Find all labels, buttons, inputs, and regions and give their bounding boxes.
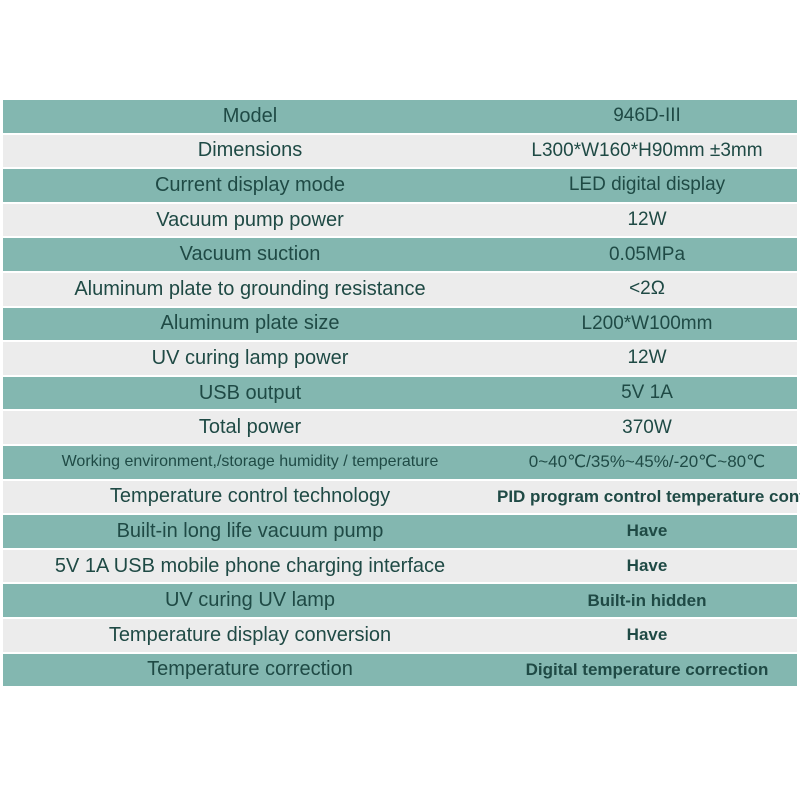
spec-value: 5V 1A xyxy=(621,382,673,404)
table-row: 5V 1A USB mobile phone charging interfac… xyxy=(3,549,797,583)
table-row: Vacuum suction 0.05MPa xyxy=(3,238,797,271)
spec-value: LED digital display xyxy=(568,174,726,196)
spec-label: USB output xyxy=(198,381,302,404)
spec-label: Temperature display conversion xyxy=(108,623,392,646)
table-row: Working environment,/storage humidity / … xyxy=(3,445,797,479)
spec-label: Vacuum suction xyxy=(179,243,321,266)
spec-label: Model xyxy=(222,104,278,127)
table-row: Total power 370W xyxy=(3,411,797,444)
spec-label: Current display mode xyxy=(154,173,346,196)
table-row: USB output 5V 1A xyxy=(3,376,797,410)
table-row: Temperature control technology PID progra… xyxy=(3,480,800,514)
spec-value: 0.05MPa xyxy=(608,243,686,265)
spec-label: Temperature correction xyxy=(147,658,353,681)
spec-value: PID program control temperature control xyxy=(497,486,800,506)
table-row: UV curing UV lamp Built-in hidden xyxy=(3,584,797,617)
table-row: Aluminum plate size L200*W100mm xyxy=(3,307,797,341)
spec-label: UV curing lamp power xyxy=(151,346,349,369)
table-row: Temperature display conversion Have xyxy=(3,618,797,652)
table-row: Current display mode LED digital display xyxy=(3,169,797,202)
spec-value: Built-in hidden xyxy=(587,590,707,610)
spec-label: Dimensions xyxy=(197,139,303,162)
spec-value: Digital temperature correction xyxy=(525,659,769,679)
spec-value: 12W xyxy=(627,209,667,231)
spec-value: L300*W160*H90mm ±3mm xyxy=(531,139,763,161)
spec-value: Have xyxy=(626,556,668,576)
table-row: Built-in long life vacuum pump Have xyxy=(3,515,797,548)
spec-value: 946D-III xyxy=(613,105,681,127)
table-row: Dimensions L300*W160*H90mm ±3mm xyxy=(3,134,797,168)
spec-value: 0~40℃/35%~45%/-20℃~80℃ xyxy=(528,452,766,472)
table-row: Temperature correction Digital temperatur… xyxy=(3,653,797,687)
spec-value: 370W xyxy=(622,416,672,438)
spec-label: 5V 1A USB mobile phone charging interfac… xyxy=(54,554,446,577)
spec-label: Temperature control technology xyxy=(109,485,391,508)
spec-table: Model 946D-III Dimensions L300*W160*H90mm ±… xyxy=(3,100,800,688)
table-row: Aluminum plate to grounding resistance <2… xyxy=(3,272,797,306)
spec-label: Vacuum pump power xyxy=(156,208,344,231)
spec-value: Have xyxy=(626,521,668,541)
spec-label: Built-in long life vacuum pump xyxy=(116,519,384,542)
table-row: Vacuum pump power 12W xyxy=(3,203,797,237)
spec-value: L200*W100mm xyxy=(581,312,713,334)
spec-label: Aluminum plate to grounding resistance xyxy=(74,277,426,300)
table-row: Model 946D-III xyxy=(3,100,797,133)
spec-label: UV curing UV lamp xyxy=(164,589,336,612)
spec-label: Total power xyxy=(198,416,302,439)
spec-value: <2Ω xyxy=(629,278,665,300)
spec-value: Have xyxy=(626,625,668,645)
spec-value: 12W xyxy=(627,347,667,369)
table-row: UV curing lamp power 12W xyxy=(3,342,797,375)
spec-label: Aluminum plate size xyxy=(160,312,340,335)
spec-label: Working environment,/storage humidity / … xyxy=(61,453,439,471)
